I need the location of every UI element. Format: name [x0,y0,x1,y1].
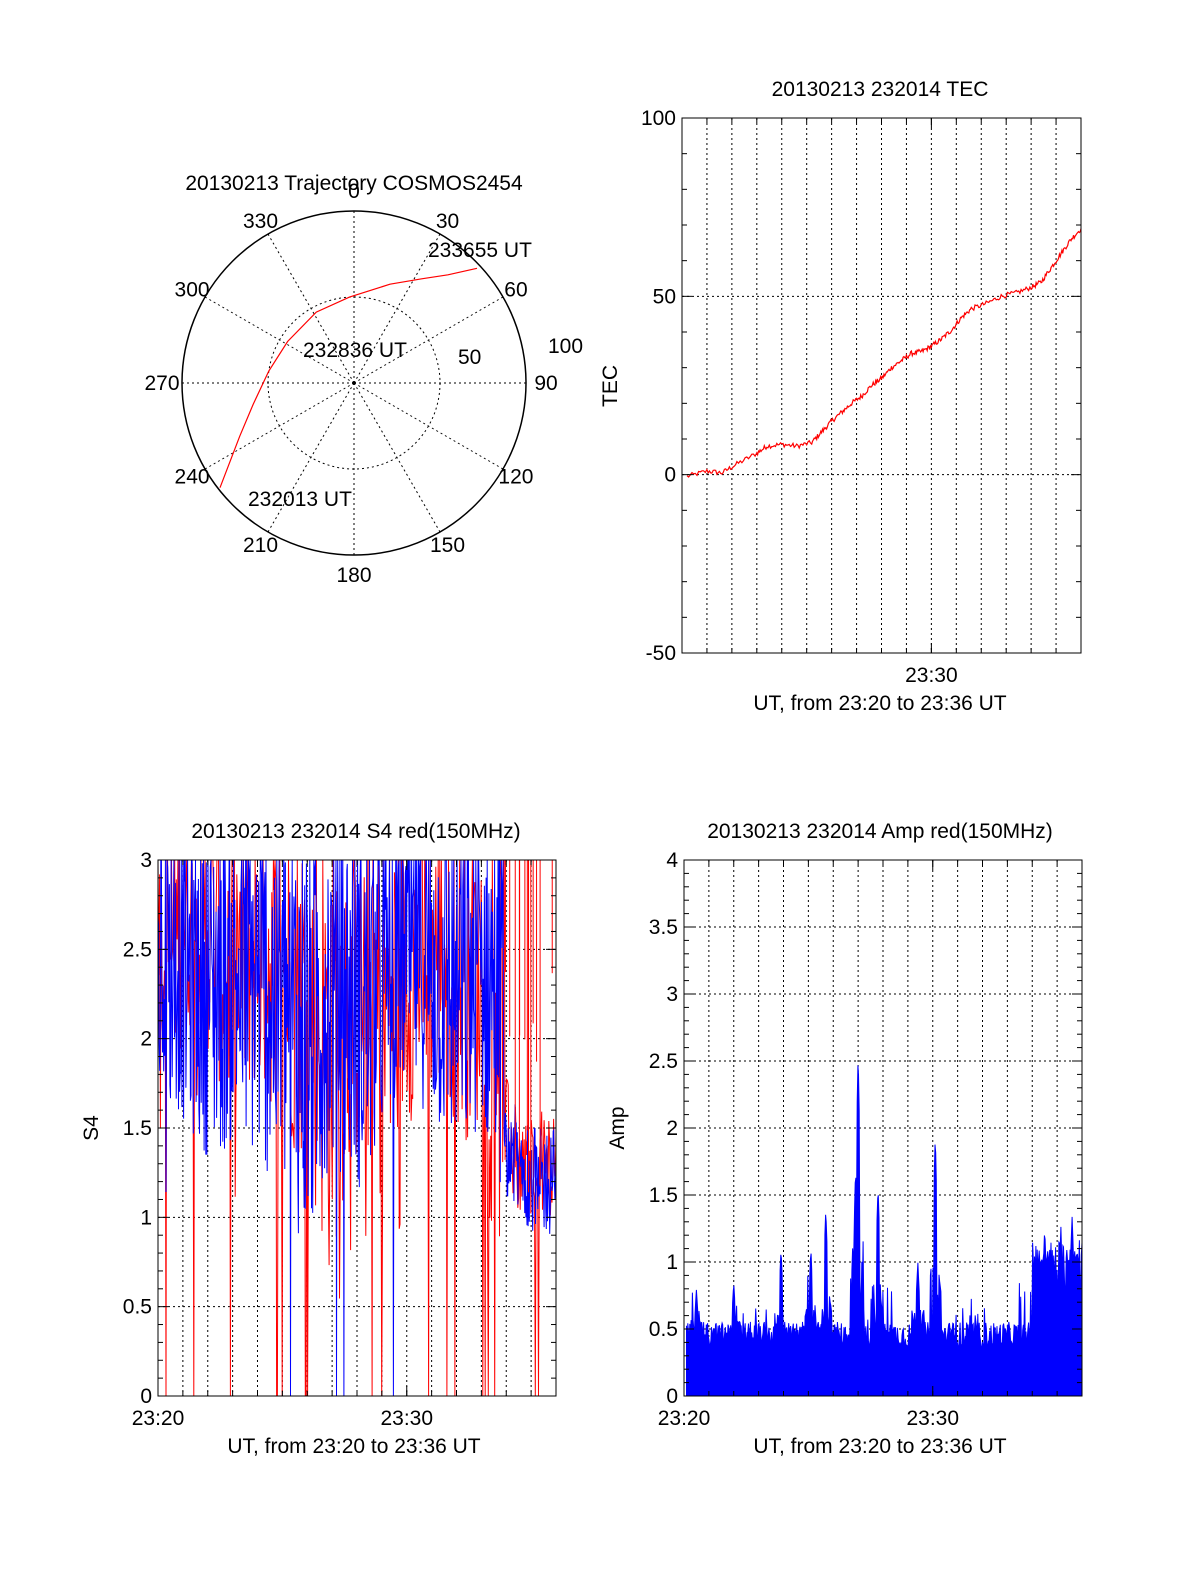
amp-xlabel: UT, from 23:20 to 23:36 UT [753,1435,1006,1458]
tec-title: 20130213 232014 TEC [772,78,989,101]
amp-ticks: 4 3.5 3 2.5 2 1.5 1 0.5 023:20 23:30 [649,849,1082,1430]
amp-series-bars [686,1065,1083,1397]
y-tick-label: 0 [664,464,676,487]
amp-title: 20130213 232014 Amp red(150MHz) [707,820,1053,843]
polar-angle-label: 0 [348,180,360,203]
y-tick-label: 0 [140,1385,152,1408]
y-tick-label: 1 [666,1251,678,1274]
trajectory-start-label: 232013 UT [248,488,352,511]
y-tick-label: 2 [140,1028,152,1051]
y-tick-label: 3 [140,849,152,872]
polar-spoke [353,382,441,533]
polar-angle-label: 150 [430,534,465,557]
s4-chart: 20130213 232014 S4 red(150MHz) 3 2.5 2 1.5 1… [80,820,557,1458]
y-tick-label: 2.5 [649,1050,678,1073]
y-tick-label: 0 [666,1385,678,1408]
y-tick-label: 50 [653,285,676,308]
y-tick-label: 1.5 [649,1184,678,1207]
s4-title: 20130213 232014 S4 red(150MHz) [191,820,520,843]
y-tick-label: 2.5 [123,938,152,961]
y-tick-label: 1.5 [123,1117,152,1140]
polar-angle-label: 300 [175,279,210,302]
amp-fill-area [686,1065,1083,1397]
trajectory-end-label: 233655 UT [428,239,532,262]
polar-spoke [204,382,355,470]
polar-angle-label: 90 [534,372,557,395]
polar-angle-label: 60 [504,279,527,302]
polar-angle-label: 330 [243,210,278,233]
s4-xlabel: UT, from 23:20 to 23:36 UT [227,1435,480,1458]
amp-ylabel: Amp [606,1106,629,1149]
tec-series-line [686,228,1082,478]
x-tick-label: 23:20 [132,1407,185,1430]
tec-xlabel: UT, from 23:20 to 23:36 UT [753,692,1006,715]
y-tick-label: 3 [666,983,678,1006]
polar-spoke [204,296,355,384]
y-tick-label: 0.5 [123,1296,152,1319]
polar-angle-label: 210 [243,534,278,557]
y-tick-label: 3.5 [649,916,678,939]
polar-spoke [267,233,355,384]
polar-spoke [353,233,441,384]
trajectory-line [219,267,478,488]
polar-angle-labels: 0 30 60 90 120 150 180 210 240 270 300 330 [144,180,557,587]
amp-chart: 20130213 232014 Amp red(150MHz) 4 3.5 3 2.5… [606,820,1083,1458]
tec-grid [682,118,1081,653]
polar-spoke [353,382,504,470]
polar-angle-label: 120 [498,466,533,489]
polar-spoke [267,382,355,533]
y-tick-label: 2 [666,1117,678,1140]
s4-series-blue [157,859,557,1397]
y-tick-label: 100 [641,107,676,130]
tec-ylabel: TEC [599,365,622,407]
s4-ylabel: S4 [80,1115,103,1141]
polar-angle-label: 180 [336,564,371,587]
s4-series-red-spikes [505,860,553,1214]
polar-chart: 20130213 Trajectory COSMOS2454 0 30 60 90 12… [144,172,583,587]
polar-radial-label-100: 100 [548,335,583,358]
y-tick-label: 4 [666,849,678,872]
polar-angle-label: 30 [436,210,459,233]
tec-ticks: 100 50 0 -50 23:30 [641,107,1081,687]
polar-title: 20130213 Trajectory COSMOS2454 [185,172,523,195]
trajectory-mid-label: 232836 UT [303,339,407,362]
x-tick-label: 23:30 [380,1407,433,1430]
polar-radial-label-50: 50 [458,346,481,369]
s4-series-path [157,859,557,1397]
s4-ticks: 3 2.5 2 1.5 1 0.5 023:20 23:30 [123,849,556,1430]
x-tick-label: 23:30 [906,1407,959,1430]
y-tick-label: 1 [140,1206,152,1229]
y-tick-label: -50 [646,642,676,665]
polar-grid [181,210,527,556]
x-tick-label: 23:30 [905,664,958,687]
tec-chart: 20130213 232014 TEC 100 50 0 -50 23:30 TEC U… [599,78,1082,715]
polar-spoke [353,296,504,384]
x-tick-label: 23:20 [658,1407,711,1430]
polar-angle-label: 270 [144,372,179,395]
polar-angle-label: 240 [175,466,210,489]
y-tick-label: 0.5 [649,1318,678,1341]
